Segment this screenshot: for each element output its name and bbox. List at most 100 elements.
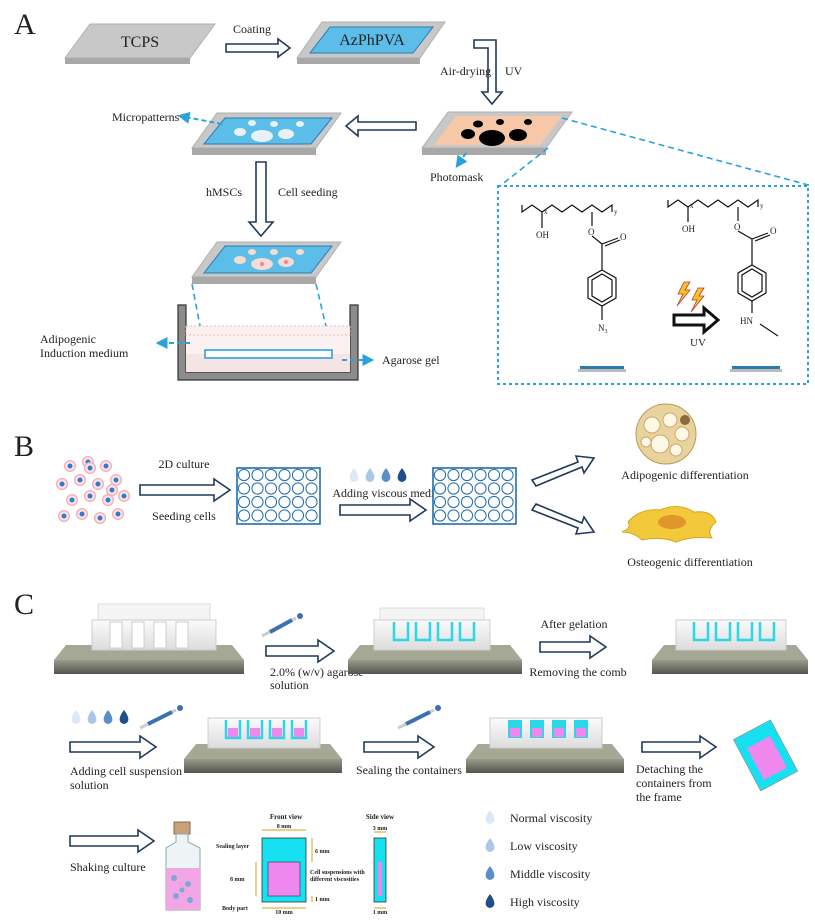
surface-left (580, 366, 624, 369)
well (433, 509, 447, 522)
well (264, 468, 278, 482)
chem-zoom-box (497, 185, 809, 385)
well (291, 495, 305, 509)
well (305, 482, 318, 495)
cell-susp-line1: Cell suspensions with (310, 870, 365, 876)
well-plate-1-wells (237, 468, 318, 522)
well (237, 509, 251, 522)
adipogenic-arrow (530, 455, 596, 487)
adding-suspension-line2: solution (70, 778, 109, 792)
detach-line3: the frame (636, 790, 682, 804)
side-view-title: Side view (366, 813, 395, 821)
frame-sealed (466, 717, 624, 773)
well (474, 482, 487, 495)
well (460, 482, 474, 495)
side-view-diagram (373, 831, 387, 909)
dim-1mm-side: 1 mm (373, 910, 388, 916)
agarose-arrow (265, 638, 336, 664)
well (501, 482, 514, 495)
well-plate-2-wells (433, 468, 514, 522)
legend-label: Normal viscosity (510, 811, 592, 825)
drop-icon (365, 468, 375, 482)
well (278, 509, 291, 522)
viscosity-drops-c (71, 710, 129, 724)
cell-susp-line2: different viscosities (310, 877, 360, 883)
after-gelation-label: After gelation (541, 617, 608, 631)
well (460, 468, 474, 482)
cell-icon (76, 508, 88, 520)
well (251, 482, 264, 495)
drop-icon (119, 710, 129, 724)
culture-2d-label: 2D culture (159, 457, 210, 471)
chem-oh-left: OH (536, 230, 549, 240)
dim-8mm-left: 8 mm (230, 877, 245, 883)
micropatterns-pointer (177, 111, 223, 125)
cell-icon (84, 462, 96, 474)
front-view-title: Front view (270, 813, 303, 821)
cell-icon (100, 460, 112, 472)
dim-3mm: 3 mm (373, 826, 388, 832)
sealing-arrow (363, 734, 436, 760)
well (251, 495, 264, 509)
body-part-label: Body part (222, 906, 248, 912)
chem-sub-y-right: y (760, 202, 764, 210)
well (501, 509, 514, 522)
seeding-arrow (247, 161, 275, 238)
sealing-layer-label: Sealing layer (216, 844, 250, 850)
frame-with-comb (54, 603, 244, 674)
sealing-label: Sealing the containers (356, 763, 462, 777)
well (474, 468, 487, 482)
viscous-arrow (339, 497, 428, 523)
medium-label-line1: Adipogenic (40, 332, 96, 346)
well (460, 495, 474, 509)
seeding-cells-label: Seeding cells (152, 509, 216, 523)
dim-8mm-top: 8 mm (277, 824, 292, 830)
agarose-label-line1: 2.0% (w/v) agarose (270, 665, 364, 679)
cell-icon (92, 478, 104, 490)
well (278, 482, 291, 495)
well (278, 495, 291, 509)
zoom-line-left (191, 283, 206, 353)
adipogenic-label: Adipogenic differentiation (621, 468, 748, 482)
shaking-label: Shaking culture (70, 860, 146, 874)
chem-uv-label: UV (690, 337, 706, 349)
chem-n3-left: N3 (598, 323, 608, 335)
panel-label-a: A (14, 8, 36, 41)
gelation-arrow (539, 634, 608, 660)
well (278, 468, 291, 482)
well (474, 495, 487, 509)
chem-o-ether-right: O (734, 222, 741, 232)
well (237, 495, 251, 509)
drop-icon (485, 810, 495, 824)
well (474, 509, 487, 522)
uv-reaction-arrow (672, 304, 721, 336)
azphpva-plate (296, 21, 446, 64)
well (433, 482, 447, 495)
photomask-label: Photomask (430, 170, 483, 184)
crosslinked-structure (667, 198, 779, 337)
agarose-label-line2: solution (270, 678, 309, 692)
cell-icon (106, 484, 118, 496)
uv-step-label: UV (505, 64, 523, 78)
photomask-pointer (455, 152, 468, 168)
detach-line2: containers from (636, 776, 712, 790)
adipocyte-icon (635, 403, 697, 465)
cell-icon (110, 474, 122, 486)
surface-right (732, 366, 780, 369)
drop-icon (103, 710, 113, 724)
well (237, 468, 251, 482)
drop-icon (485, 866, 495, 880)
viscosity-legend: Normal viscosity Low viscosity Middle visc… (485, 810, 592, 909)
well (487, 509, 501, 522)
adding-suspension-arrow (69, 734, 158, 760)
chem-sub-y-left: y (614, 208, 618, 216)
detached-container (733, 719, 799, 792)
drop-icon (485, 894, 495, 908)
tcps-plate (64, 23, 216, 64)
photomask-plate (421, 111, 573, 155)
shaking-arrow (69, 828, 156, 854)
pipette-icon-1 (261, 613, 303, 638)
well (433, 495, 447, 509)
well (487, 482, 501, 495)
